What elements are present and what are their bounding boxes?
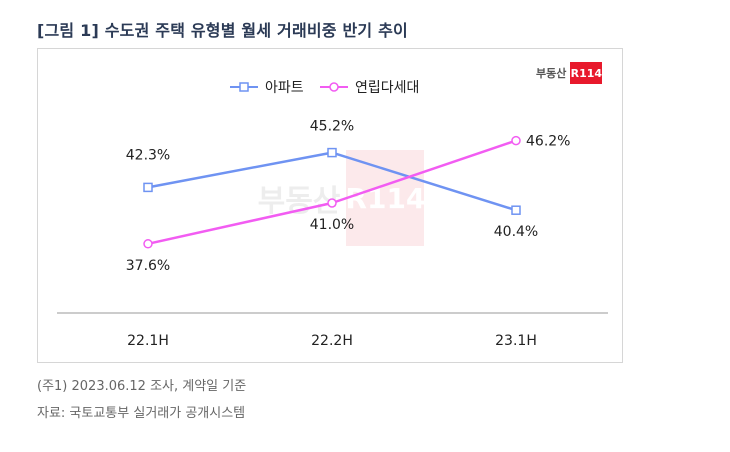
x-tick-label: 23.1H [495, 333, 537, 349]
data-point [511, 205, 521, 215]
legend-label: 연립다세대 [355, 80, 419, 96]
brand-logo-text: 부동산 [536, 67, 567, 80]
brand-logo-badge: R114 [570, 62, 603, 84]
data-point [143, 182, 153, 193]
data-point [327, 147, 337, 158]
data-point [327, 198, 337, 208]
footnote: (주1) 2023.06.12 조사, 계약일 기준 [37, 379, 247, 394]
legend-label: 아파트 [265, 80, 304, 96]
chart-frame [37, 48, 623, 363]
legend-marker [239, 82, 249, 92]
data-label: 40.4% [494, 224, 538, 240]
data-label: 45.2% [310, 119, 354, 135]
source-note: 자료: 국토교통부 실거래가 공개시스템 [37, 406, 246, 421]
chart-title: [그림 1] 수도권 주택 유형별 월세 거래비중 반기 추이 [37, 21, 408, 40]
data-label: 37.6% [126, 258, 170, 274]
data-point [511, 135, 521, 146]
data-label: 42.3% [126, 147, 170, 163]
data-label: 41.0% [310, 217, 354, 233]
legend-marker [329, 82, 339, 92]
data-label: 46.2% [526, 134, 570, 150]
x-tick-label: 22.2H [311, 333, 353, 349]
data-point [143, 239, 153, 249]
x-tick-label: 22.1H [127, 333, 169, 349]
brand-logo: 부동산 R114 [536, 62, 603, 84]
